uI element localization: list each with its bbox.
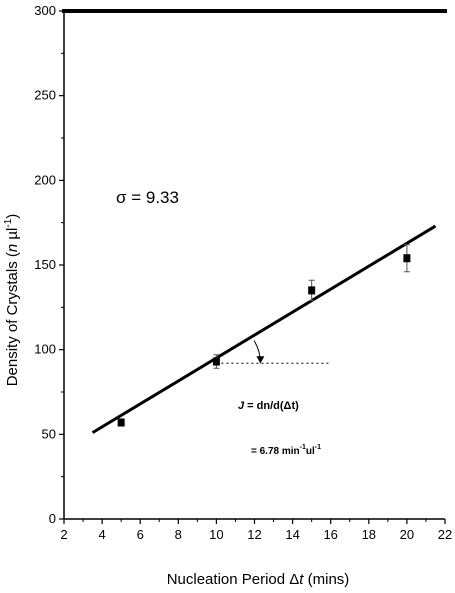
- x-axis-title-prefix: Nucleation Period Δ: [167, 571, 300, 588]
- rate-formula-rest: = dn/d(Δt): [244, 400, 299, 412]
- rate-value-mid: ul: [306, 446, 315, 457]
- y-tick-label: 250: [34, 88, 56, 103]
- x-tick-label: 16: [323, 527, 337, 542]
- sigma-annotation: σ = 9.33: [116, 188, 179, 207]
- y-axis-title-prefix: Density of Crystals (: [4, 252, 21, 386]
- x-tick-label: 22: [438, 527, 452, 542]
- x-axis-title-suffix: (mins): [303, 571, 349, 588]
- x-tick-label: 12: [247, 527, 261, 542]
- x-axis-title-italic: t: [299, 571, 304, 588]
- data-point: [403, 254, 411, 263]
- x-tick-label: 2: [60, 527, 67, 542]
- rate-value-prefix: = 6.78 min: [251, 446, 300, 457]
- x-tick-label: 14: [285, 527, 299, 542]
- y-tick-label: 50: [42, 426, 56, 441]
- x-tick-label: 8: [175, 527, 182, 542]
- y-axis-title-italic: n: [4, 244, 21, 252]
- x-tick-label: 6: [137, 527, 144, 542]
- y-tick-label: 200: [34, 172, 56, 187]
- y-tick-label: 150: [34, 257, 56, 272]
- x-axis-title: Nucleation Period Δt (mins): [167, 571, 350, 588]
- y-tick-label: 300: [34, 3, 56, 18]
- rate-formula-italic: J: [238, 400, 245, 412]
- y-axis-title-sup: -1: [3, 218, 14, 227]
- data-points: [117, 244, 411, 427]
- rate-value-annotation: = 6.78 min-1ul-1: [251, 444, 321, 457]
- y-axis-ticks: 0 50 100 150 200 250 300: [34, 3, 64, 526]
- fit-line: [91, 224, 437, 434]
- x-tick-label: 10: [209, 527, 223, 542]
- y-axis-title: Density of Crystals (n µl-1): [3, 214, 21, 387]
- y-tick-label: 0: [49, 511, 56, 526]
- y-tick-label: 100: [34, 342, 56, 357]
- y-axis-title-close: ): [4, 214, 21, 219]
- rate-value-sup2: -1: [315, 444, 321, 451]
- x-axis-ticks: 2 4 6 8 10 12 14 16 18 20 22: [60, 519, 452, 542]
- angle-arrowhead: [256, 356, 265, 364]
- y-axis-title-suffix: µl: [4, 228, 21, 244]
- rate-formula-annotation: J = dn/d(Δt): [238, 400, 299, 412]
- data-point: [212, 357, 220, 366]
- x-tick-label: 4: [98, 527, 105, 542]
- rate-value-sup1: -1: [300, 444, 306, 451]
- data-point: [117, 418, 125, 427]
- data-point: [308, 286, 316, 295]
- x-tick-label: 20: [400, 527, 414, 542]
- x-tick-label: 18: [362, 527, 376, 542]
